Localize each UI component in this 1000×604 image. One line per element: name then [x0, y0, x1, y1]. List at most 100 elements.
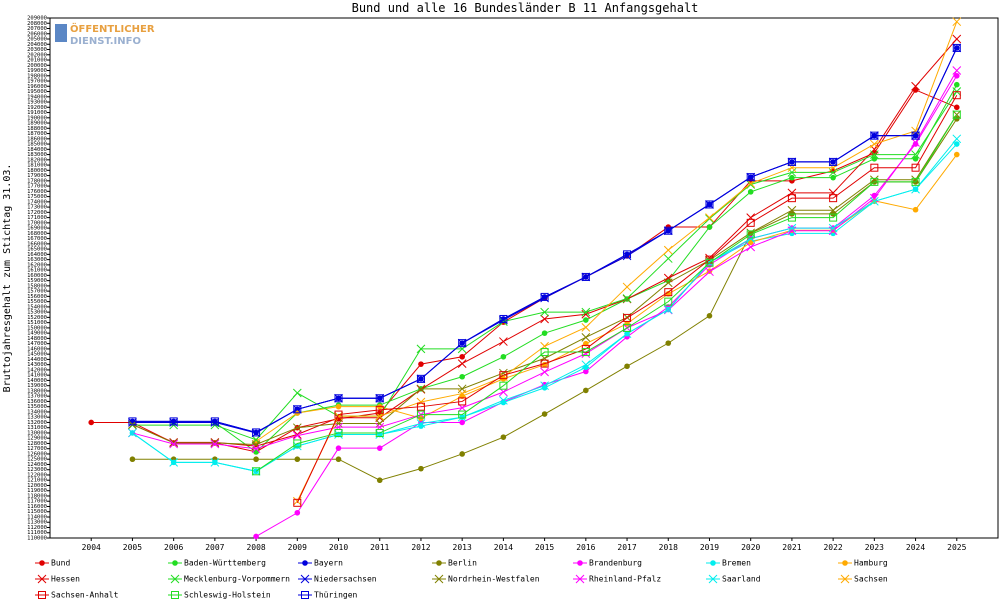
marker	[252, 428, 261, 437]
marker	[540, 314, 549, 324]
marker	[665, 340, 672, 346]
marker	[705, 213, 714, 222]
series	[293, 91, 961, 507]
marker	[705, 258, 714, 267]
marker	[581, 360, 591, 370]
marker	[416, 374, 425, 383]
y-tick-label: 201000	[27, 58, 47, 64]
y-tick-label: 144000	[27, 357, 47, 363]
y-tick-label: 111000	[27, 530, 47, 536]
marker	[169, 439, 179, 449]
legend-item: Thüringen	[298, 591, 358, 600]
marker	[294, 456, 301, 463]
marker	[128, 428, 137, 438]
marker	[705, 267, 714, 277]
legend-item: Baden-Württemberg	[168, 559, 266, 568]
marker	[581, 307, 591, 317]
marker	[622, 294, 632, 303]
y-tick-label: 156000	[27, 294, 47, 300]
legend-marker	[434, 574, 444, 584]
marker	[252, 467, 261, 476]
marker	[541, 330, 548, 336]
y-tick-label: 164000	[27, 252, 47, 258]
legend-marker	[39, 560, 45, 566]
y-tick-label: 122000	[27, 472, 47, 478]
marker	[665, 290, 672, 297]
marker	[292, 431, 302, 440]
x-tick-label: 2023	[865, 543, 884, 552]
marker	[663, 254, 673, 263]
legend-label: Mecklenburg-Vorpommern	[184, 575, 290, 584]
series	[252, 110, 961, 476]
legend-item: Schleswig-Holstein	[168, 591, 271, 600]
marker	[787, 213, 796, 222]
y-tick-label: 178000	[27, 178, 47, 184]
y-tick-label: 136000	[27, 399, 47, 405]
x-tick-label: 2007	[205, 543, 224, 552]
y-tick-label: 155000	[27, 299, 47, 305]
y-tick-label: 149000	[27, 331, 47, 337]
x-tick-label: 2006	[164, 543, 183, 552]
y-tick-label: 175000	[27, 194, 47, 200]
x-tick-label: 2011	[370, 543, 389, 552]
legend-marker	[171, 591, 179, 599]
marker	[911, 177, 920, 186]
y-tick-label: 150000	[27, 325, 47, 331]
marker	[829, 157, 838, 166]
marker	[787, 157, 796, 166]
marker	[789, 174, 795, 181]
y-tick-label: 165000	[27, 247, 47, 253]
y-tick-label: 140000	[27, 378, 47, 384]
marker	[870, 163, 879, 172]
legend-label: Nordrhein-Westfalen	[448, 575, 540, 584]
marker	[911, 126, 920, 136]
series	[128, 134, 962, 476]
legend-item: Hessen	[35, 575, 80, 584]
marker	[787, 194, 796, 203]
marker	[293, 439, 302, 448]
marker	[334, 410, 343, 419]
y-tick-label: 121000	[27, 478, 47, 484]
y-tick-label: 179000	[27, 173, 47, 179]
marker	[952, 34, 962, 44]
line	[296, 94, 958, 504]
marker	[663, 278, 673, 288]
watermark-line: DIENST.INFO	[70, 36, 141, 47]
marker	[828, 205, 838, 215]
marker	[251, 444, 261, 454]
marker	[335, 403, 342, 410]
marker	[746, 230, 755, 239]
marker	[664, 288, 673, 297]
marker	[500, 353, 507, 360]
legend-marker	[301, 591, 309, 599]
marker	[210, 458, 220, 467]
marker	[869, 196, 879, 206]
legend-marker	[842, 560, 848, 566]
y-tick-label: 163000	[27, 257, 47, 263]
y-tick-label: 116000	[27, 504, 47, 510]
y-tick-label: 188000	[27, 126, 47, 132]
y-tick-label: 187000	[27, 131, 47, 137]
y-tick-label: 148000	[27, 336, 47, 342]
line	[132, 47, 958, 433]
marker	[706, 313, 713, 319]
legend-label: Thüringen	[314, 591, 358, 600]
marker	[210, 417, 219, 426]
y-tick-label: 141000	[27, 373, 47, 379]
marker	[953, 72, 960, 79]
marker	[787, 205, 797, 215]
y-tick-label: 203000	[27, 47, 47, 53]
x-tick-label: 2021	[782, 543, 801, 552]
marker	[416, 384, 426, 394]
marker	[458, 410, 467, 419]
y-tick-label: 138000	[27, 388, 47, 394]
x-tick-label: 2022	[823, 543, 842, 552]
y-tick-label: 113000	[27, 520, 47, 526]
marker	[581, 272, 590, 281]
y-tick-label: 129000	[27, 436, 47, 442]
y-tick-label: 169000	[27, 226, 47, 232]
series	[129, 116, 960, 484]
legend-label: Berlin	[448, 559, 477, 568]
y-tick-label: 177000	[27, 184, 47, 190]
